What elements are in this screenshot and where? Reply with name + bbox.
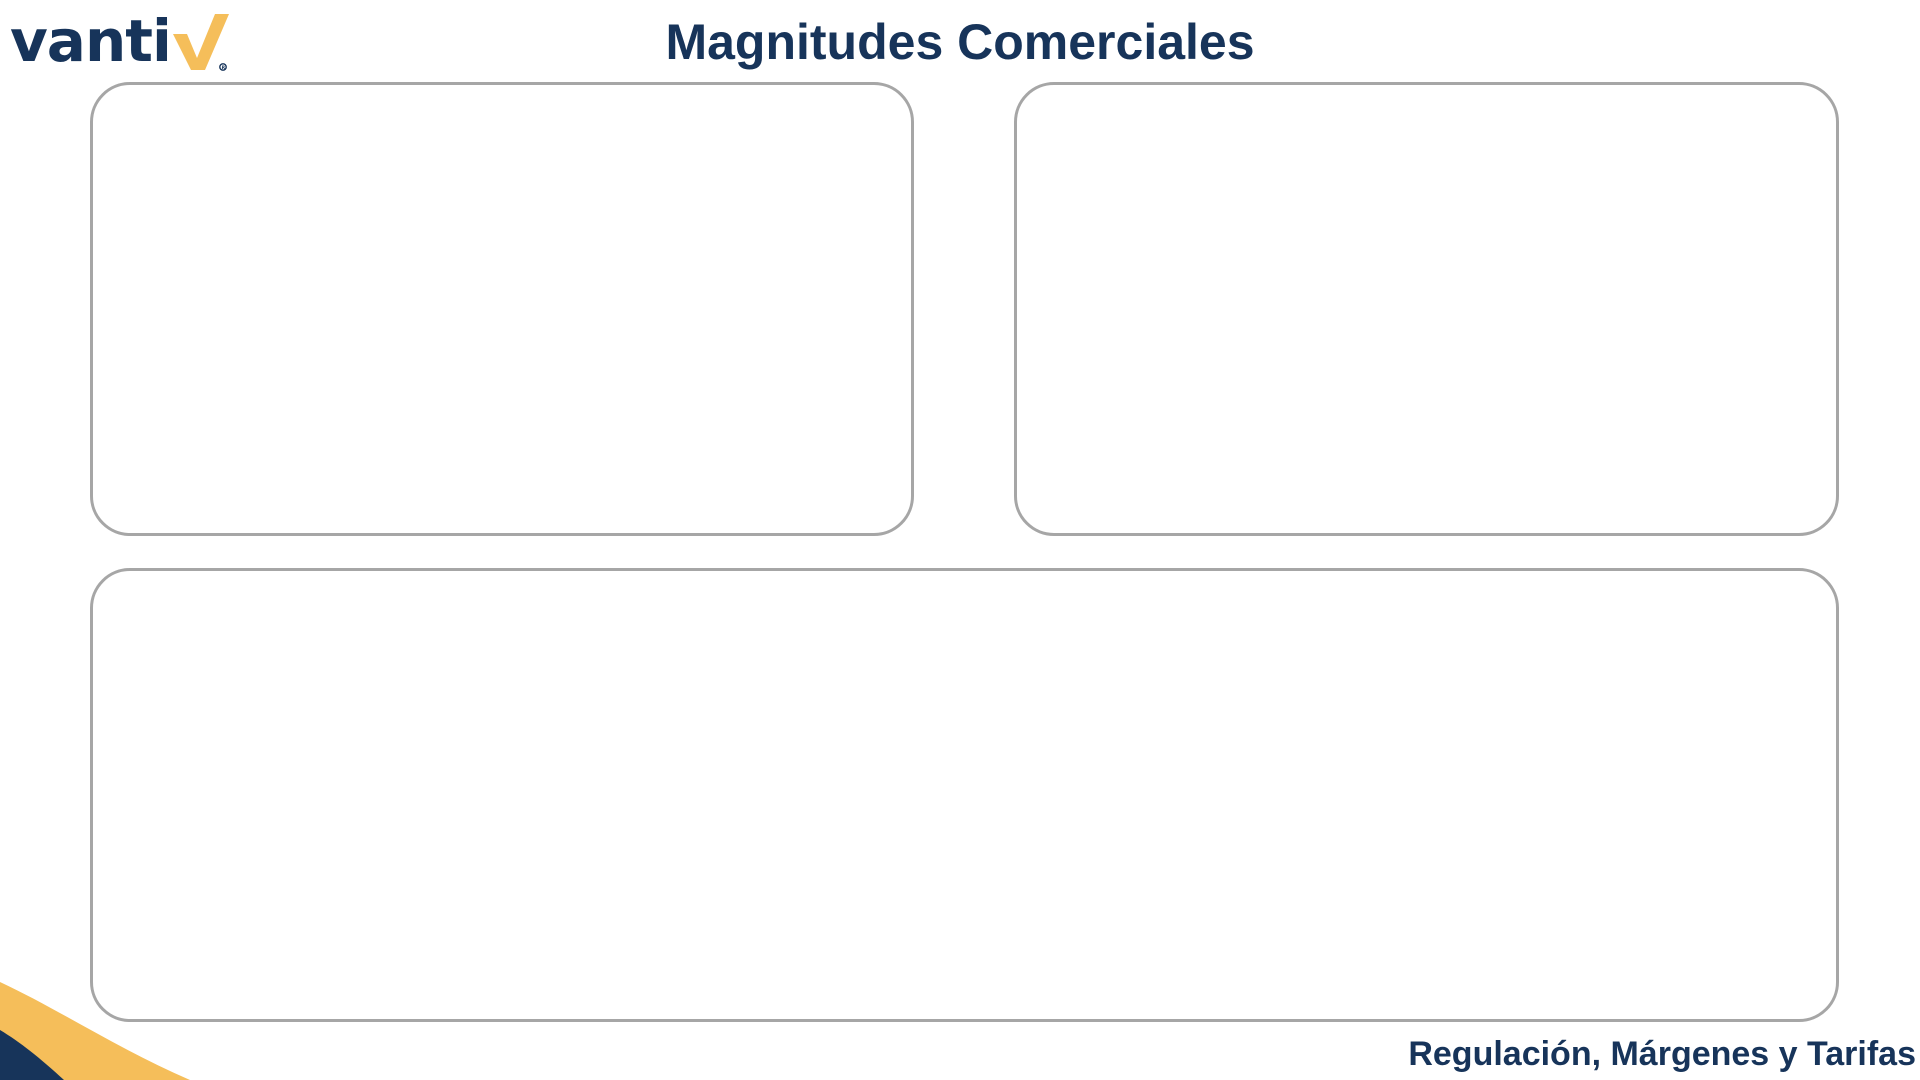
content-panel-top-right — [1014, 82, 1839, 536]
svg-text:R: R — [221, 65, 225, 71]
checkmark-icon: R — [172, 14, 229, 71]
brand-logo: vanti R — [10, 2, 229, 72]
footer-section-label: Regulación, Márgenes y Tarifas — [1408, 1035, 1916, 1073]
corner-decoration — [0, 982, 190, 1080]
content-panel-bottom — [90, 568, 1839, 1022]
brand-logo-text: vanti — [10, 7, 172, 75]
page-title: Magnitudes Comerciales — [665, 14, 1255, 70]
content-panel-top-left — [90, 82, 914, 536]
